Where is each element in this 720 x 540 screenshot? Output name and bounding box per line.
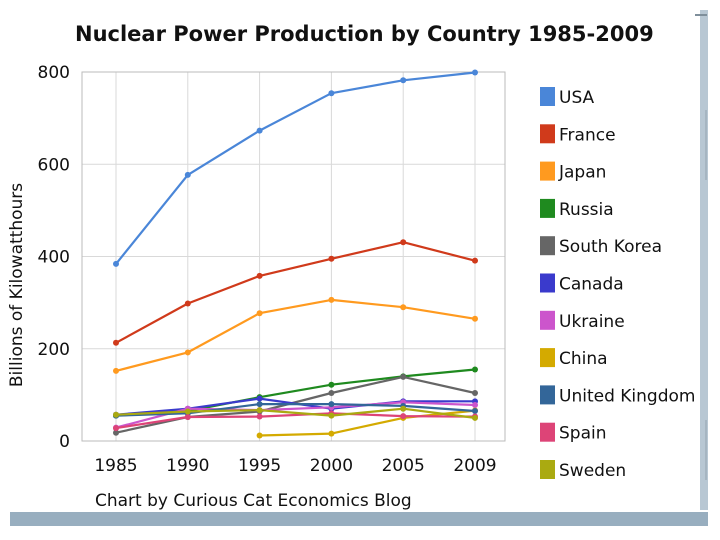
data-point-south-korea bbox=[400, 373, 407, 380]
slide-frame-bottom bbox=[10, 512, 708, 526]
legend-swatch-canada bbox=[540, 273, 555, 293]
legend-swatch-france bbox=[540, 124, 555, 144]
series-line-united-kingdom bbox=[115, 403, 476, 417]
y-axis-label: Billions of Kilowatthours bbox=[7, 183, 27, 387]
legend-swatch-usa bbox=[540, 87, 555, 106]
x-tick-label: 2000 bbox=[310, 456, 353, 476]
x-tick-label: 2005 bbox=[382, 456, 425, 476]
legend-label-ukraine: Ukraine bbox=[559, 312, 625, 332]
data-point-usa bbox=[113, 260, 119, 267]
legend-swatch-spain bbox=[540, 422, 555, 442]
data-point-spain bbox=[113, 425, 119, 432]
data-point-ukraine bbox=[472, 402, 478, 409]
legend-label-russia: Russia bbox=[559, 200, 614, 220]
data-point-spain bbox=[400, 413, 407, 420]
data-point-sweden bbox=[113, 411, 119, 418]
data-point-south-korea bbox=[472, 390, 478, 397]
data-point-china bbox=[256, 432, 263, 439]
slide-frame-right bbox=[700, 10, 708, 510]
data-point-japan bbox=[184, 349, 191, 356]
data-point-united-kingdom bbox=[472, 408, 478, 415]
data-point-france bbox=[113, 339, 119, 346]
legend: USA France Japan Russia South Korea Canada Ukr… bbox=[540, 87, 695, 481]
y-tick-label: 600 bbox=[38, 155, 70, 175]
legend-label-south-korea: South Korea bbox=[559, 237, 662, 257]
y-tick-label: 800 bbox=[38, 63, 70, 83]
series-line-spain bbox=[115, 412, 476, 430]
data-point-russia bbox=[328, 381, 335, 388]
data-point-japan bbox=[256, 310, 263, 317]
data-point-sweden bbox=[256, 407, 263, 414]
legend-label-united-kingdom: United Kingdom bbox=[559, 386, 695, 406]
data-point-usa bbox=[472, 69, 478, 76]
data-point-usa bbox=[256, 127, 263, 134]
y-tick-label: 400 bbox=[38, 248, 70, 268]
data-point-japan bbox=[328, 296, 335, 303]
data-point-sweden bbox=[184, 408, 191, 415]
data-point-spain bbox=[184, 414, 191, 421]
data-point-sweden bbox=[400, 405, 407, 412]
series-line-usa bbox=[115, 71, 476, 265]
legend-swatch-south-korea bbox=[540, 236, 555, 256]
chart-title: Nuclear Power Production by Country 1985… bbox=[75, 22, 654, 46]
data-point-china bbox=[328, 430, 335, 437]
data-point-spain bbox=[256, 413, 263, 420]
data-point-united-kingdom bbox=[328, 401, 335, 408]
series-line-sweden bbox=[115, 407, 476, 419]
slide-frame-mark bbox=[705, 420, 707, 480]
legend-swatch-sweden bbox=[540, 460, 555, 479]
x-tick-label: 1990 bbox=[166, 456, 209, 476]
legend-label-usa: USA bbox=[559, 88, 595, 108]
data-point-south-korea bbox=[113, 429, 119, 436]
data-point-france bbox=[184, 300, 191, 307]
data-point-sweden bbox=[328, 412, 335, 419]
data-point-france bbox=[400, 239, 407, 246]
data-point-japan bbox=[472, 315, 478, 322]
plot-border bbox=[81, 71, 506, 442]
data-point-japan bbox=[113, 367, 119, 374]
data-point-japan bbox=[400, 304, 407, 311]
data-point-france bbox=[328, 255, 335, 262]
plot-area: 0 200 400 600 800 1985 1990 1995 2000 2005 2009 bbox=[38, 63, 506, 476]
legend-swatch-japan bbox=[540, 161, 555, 181]
legend-label-canada: Canada bbox=[559, 275, 624, 295]
data-point-russia bbox=[472, 366, 478, 373]
legend-label-sweden: Sweden bbox=[559, 461, 626, 481]
legend-swatch-ukraine bbox=[540, 310, 555, 330]
chart-credit: Chart by Curious Cat Economics Blog bbox=[95, 491, 412, 511]
slide-frame-mark bbox=[705, 110, 707, 180]
legend-swatch-united-kingdom bbox=[540, 385, 555, 405]
legend-label-japan: Japan bbox=[558, 163, 606, 183]
x-tick-label: 1995 bbox=[238, 456, 281, 476]
data-point-france bbox=[256, 272, 263, 279]
data-point-usa bbox=[184, 171, 191, 178]
data-point-canada bbox=[256, 395, 263, 402]
legend-label-france: France bbox=[559, 125, 616, 145]
legend-label-spain: Spain bbox=[559, 424, 607, 444]
series-line-france bbox=[115, 241, 476, 344]
slide-frame-tick bbox=[695, 14, 707, 16]
legend-swatch-russia bbox=[540, 198, 555, 218]
data-point-usa bbox=[328, 90, 335, 97]
data-point-south-korea bbox=[328, 390, 335, 397]
y-tick-label: 200 bbox=[38, 340, 70, 360]
legend-swatch-china bbox=[540, 348, 555, 368]
data-point-united-kingdom bbox=[256, 401, 263, 408]
x-tick-label: 1985 bbox=[94, 456, 137, 476]
data-point-sweden bbox=[472, 414, 478, 421]
data-point-usa bbox=[400, 77, 407, 84]
x-tick-label: 2009 bbox=[453, 456, 496, 476]
legend-label-china: China bbox=[559, 349, 608, 369]
data-point-france bbox=[472, 257, 478, 264]
y-tick-label: 0 bbox=[59, 432, 70, 452]
series-line-japan bbox=[115, 298, 476, 372]
